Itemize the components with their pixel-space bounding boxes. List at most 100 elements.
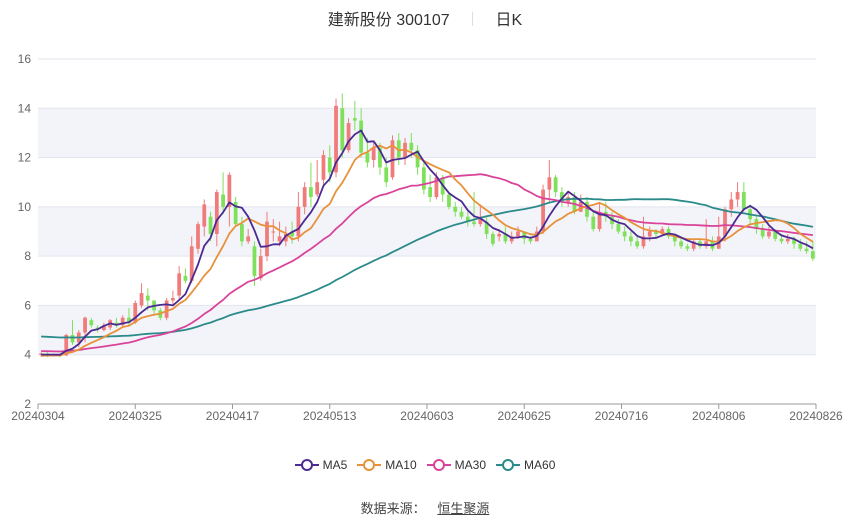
candle-down[interactable] <box>792 238 796 244</box>
candle-up[interactable] <box>164 300 169 318</box>
candle-up[interactable] <box>177 273 182 296</box>
candle-up[interactable] <box>647 231 652 237</box>
candle-down[interactable] <box>70 335 75 343</box>
candle-up[interactable] <box>265 221 269 257</box>
candle-up[interactable] <box>785 238 790 242</box>
candle-up[interactable] <box>735 192 740 200</box>
candle-up[interactable] <box>346 123 351 151</box>
candle-up[interactable] <box>296 206 301 237</box>
source-name[interactable]: 恒生聚源 <box>437 501 490 516</box>
candle-up[interactable] <box>334 105 338 173</box>
candle-down[interactable] <box>773 231 778 239</box>
candle-up[interactable] <box>139 293 144 306</box>
candle-down[interactable] <box>810 251 815 259</box>
candle-down[interactable] <box>89 320 94 326</box>
candle-up[interactable] <box>729 199 734 210</box>
candle-down[interactable] <box>654 231 658 234</box>
candle-down[interactable] <box>798 243 803 249</box>
candle-up[interactable] <box>315 182 320 195</box>
candle-up[interactable] <box>133 302 138 323</box>
candle-down[interactable] <box>591 216 596 230</box>
candle-down[interactable] <box>183 275 188 281</box>
candle-up[interactable] <box>597 211 602 230</box>
candle-down[interactable] <box>127 317 131 323</box>
candle-down[interactable] <box>290 231 294 237</box>
legend-item-ma60[interactable]: MA60 <box>496 458 555 472</box>
candle-down[interactable] <box>553 177 558 193</box>
candle-down[interactable] <box>685 246 690 249</box>
candle-down[interactable] <box>453 206 458 212</box>
candle-down[interactable] <box>252 246 257 276</box>
candle-down[interactable] <box>309 187 313 197</box>
legend-item-ma5[interactable]: MA5 <box>294 458 347 472</box>
candle-up[interactable] <box>434 177 439 197</box>
candle-up[interactable] <box>271 231 276 233</box>
candle-down[interactable] <box>484 221 489 234</box>
candle-down[interactable] <box>145 295 150 301</box>
candle-down[interactable] <box>415 150 420 168</box>
candle-down[interactable] <box>340 108 345 151</box>
candle-down[interactable] <box>622 231 627 237</box>
legend-item-ma10[interactable]: MA10 <box>357 458 417 472</box>
candle-down[interactable] <box>629 236 633 242</box>
candle-up[interactable] <box>390 140 395 178</box>
candle-down[interactable] <box>365 152 370 163</box>
candle-up[interactable] <box>283 233 288 242</box>
candle-down[interactable] <box>233 201 238 225</box>
candle-up[interactable] <box>302 187 307 207</box>
candle-up[interactable] <box>120 317 125 326</box>
candle-down[interactable] <box>522 231 527 239</box>
candle-down[interactable] <box>804 248 809 252</box>
candle-up[interactable] <box>497 233 502 237</box>
candle-down[interactable] <box>240 224 244 242</box>
candle-up[interactable] <box>189 246 194 281</box>
candle-down[interactable] <box>352 118 357 121</box>
candle-down[interactable] <box>208 216 213 234</box>
candle-up[interactable] <box>691 241 696 249</box>
candle-down[interactable] <box>95 327 100 329</box>
candle-down[interactable] <box>760 229 765 237</box>
candle-down[interactable] <box>428 187 433 197</box>
candle-down[interactable] <box>409 142 414 151</box>
candle-down[interactable] <box>698 241 702 247</box>
candle-down[interactable] <box>754 219 759 230</box>
candle-up[interactable] <box>83 317 87 333</box>
candle-down[interactable] <box>396 140 401 158</box>
candlestick-chart[interactable]: 2 4 6 8 10 12 14 16 20240304 20240325 20240417 2024… <box>0 0 850 440</box>
candle-down[interactable] <box>503 233 508 242</box>
candle-down[interactable] <box>490 233 495 244</box>
candle-down[interactable] <box>635 241 640 247</box>
candle-down[interactable] <box>672 236 677 242</box>
candle-down[interactable] <box>472 221 476 225</box>
candle-up[interactable] <box>516 231 520 237</box>
candle-up[interactable] <box>767 231 771 237</box>
candle-up[interactable] <box>509 236 514 242</box>
candle-down[interactable] <box>459 211 464 217</box>
candle-up[interactable] <box>641 236 646 247</box>
candle-down[interactable] <box>378 147 382 168</box>
candle-up[interactable] <box>227 174 232 207</box>
candle-up[interactable] <box>321 155 326 180</box>
candle-down[interactable] <box>447 194 451 207</box>
candle-down[interactable] <box>421 167 426 190</box>
candle-up[interactable] <box>371 147 376 161</box>
candle-down[interactable] <box>585 201 589 217</box>
candle-up[interactable] <box>258 256 263 279</box>
candle-down[interactable] <box>465 216 470 222</box>
candle-up[interactable] <box>277 236 282 242</box>
candle-up[interactable] <box>246 236 251 242</box>
candle-up[interactable] <box>541 189 545 232</box>
candle-up[interactable] <box>202 204 207 227</box>
candle-down[interactable] <box>560 192 564 202</box>
candle-down[interactable] <box>779 238 784 242</box>
candle-up[interactable] <box>196 224 200 249</box>
candle-up[interactable] <box>171 298 175 301</box>
candle-down[interactable] <box>327 157 332 173</box>
candle-down[interactable] <box>616 224 621 232</box>
candle-up[interactable] <box>214 192 219 234</box>
candle-down[interactable] <box>528 238 533 242</box>
candle-down[interactable] <box>221 194 225 207</box>
candle-up[interactable] <box>547 177 552 190</box>
candle-up[interactable] <box>660 229 665 234</box>
candle-down[interactable] <box>679 241 683 247</box>
